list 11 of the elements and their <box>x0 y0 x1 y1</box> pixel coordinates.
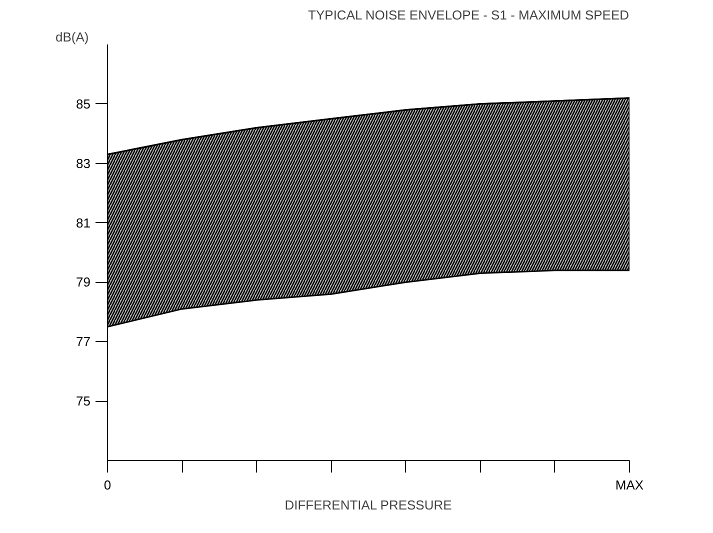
x-tick-label: MAX <box>615 478 644 492</box>
chart-title: TYPICAL NOISE ENVELOPE - S1 - MAXIMUM SPEED <box>308 8 630 22</box>
x-axis-title: DIFFERENTIAL PRESSURE <box>284 498 452 512</box>
y-tick-label: 79 <box>76 274 91 290</box>
y-tick-label: 77 <box>76 334 91 350</box>
y-tick-label: 81 <box>76 215 91 230</box>
y-tick-label: 83 <box>76 156 91 171</box>
y-tick-label: 75 <box>76 394 91 409</box>
y-axis-title: dB(A) <box>56 30 89 44</box>
x-tick-label: 0 <box>104 478 112 492</box>
y-tick-label: 85 <box>76 96 91 112</box>
